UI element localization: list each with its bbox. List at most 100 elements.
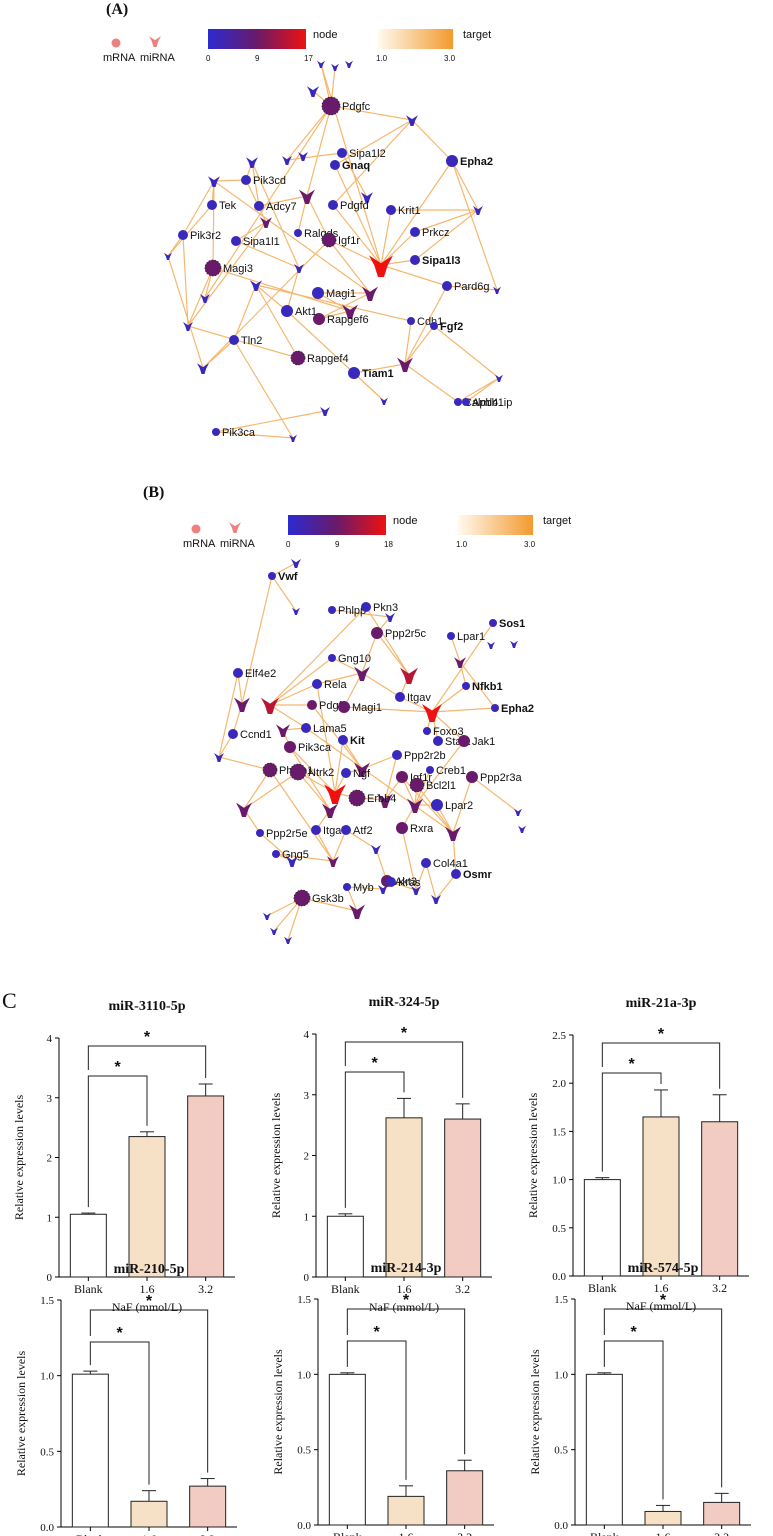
target-scale-tick: 1.0 xyxy=(376,54,388,63)
mrna-node xyxy=(294,229,302,237)
mirna-node xyxy=(369,255,393,277)
network-edge xyxy=(431,707,496,713)
bar xyxy=(189,1485,227,1528)
significance-star: * xyxy=(403,1292,410,1309)
mirna-node xyxy=(263,912,271,920)
mrna-node xyxy=(262,762,278,778)
gene-label: Pik3cd xyxy=(253,175,286,187)
mrna-node xyxy=(341,768,351,778)
network-edge xyxy=(334,164,382,266)
gene-label: Gng5 xyxy=(282,849,309,861)
network-edge xyxy=(328,239,371,294)
x-tick-label: 3.2 xyxy=(712,1281,727,1295)
mirna-node xyxy=(354,666,370,681)
network-edge xyxy=(286,267,300,312)
network-edge xyxy=(251,161,260,207)
significance-star: * xyxy=(144,1029,151,1046)
network-edge xyxy=(450,635,461,663)
y-axis-label: Relative expression levels xyxy=(14,1351,28,1477)
network-edge xyxy=(243,771,299,810)
mrna-node xyxy=(229,335,239,345)
bar xyxy=(326,1215,364,1278)
network-edge xyxy=(212,180,215,269)
significance-star: * xyxy=(660,1292,667,1309)
gene-label: Myb xyxy=(353,882,374,894)
mrna-node xyxy=(423,727,431,735)
gene-label: Lpar1 xyxy=(457,631,485,643)
gene-label: Elf4e2 xyxy=(245,668,276,680)
mirna-node xyxy=(493,286,501,294)
y-axis-label: Relative expression levels xyxy=(271,1349,285,1475)
mirna-node xyxy=(327,856,339,867)
network-edge xyxy=(431,711,465,742)
mirna-legend-label: miRNA xyxy=(140,52,175,64)
mirna-node xyxy=(362,286,378,301)
bar xyxy=(71,1373,109,1528)
panel-label: (A) xyxy=(106,1,128,18)
y-axis-label: Relative expression levels xyxy=(269,1093,283,1219)
network-edge xyxy=(235,240,300,269)
mrna-node xyxy=(454,398,462,406)
network-edge xyxy=(306,195,330,241)
mrna-node xyxy=(241,175,251,185)
gene-label: Pik3ca xyxy=(298,742,332,754)
mirna-node xyxy=(400,667,418,684)
y-tick-label: 1 xyxy=(47,1212,53,1224)
network-edge xyxy=(446,285,498,291)
bar xyxy=(187,1095,225,1278)
y-tick-label: 1.5 xyxy=(297,1294,311,1306)
network-edge xyxy=(218,672,239,758)
gene-label: Ntrk2 xyxy=(308,767,334,779)
y-axis-label: Relative expression levels xyxy=(526,1093,540,1219)
mrna-node xyxy=(451,869,461,879)
mrna-legend-label: mRNA xyxy=(103,52,136,64)
gene-label: Epha2 xyxy=(501,703,534,715)
bar xyxy=(642,1116,680,1277)
mirna-node xyxy=(324,784,346,804)
mirna-node xyxy=(361,192,373,203)
network-edge xyxy=(305,727,454,834)
network-edge xyxy=(414,740,465,806)
y-tick-label: 2.5 xyxy=(552,1030,566,1042)
mrna-node xyxy=(338,735,348,745)
mirna-node xyxy=(183,322,193,331)
mrna-node xyxy=(392,750,402,760)
mirna-node xyxy=(236,802,252,817)
mrna-node xyxy=(489,619,497,627)
mrna-node xyxy=(328,654,336,662)
node-scale-tick: 18 xyxy=(384,540,393,549)
x-tick-label: 1.6 xyxy=(399,1530,414,1536)
mirna-legend-icon xyxy=(229,522,241,533)
y-tick-label: 2.0 xyxy=(552,1078,566,1090)
gene-label: Gnaq xyxy=(342,160,370,172)
network-edge xyxy=(316,672,363,685)
network-edge xyxy=(457,377,500,403)
significance-bracket xyxy=(603,1308,723,1488)
mirna-node xyxy=(378,885,388,894)
gene-label: Gsk3b xyxy=(312,893,344,905)
mrna-node xyxy=(311,825,321,835)
gene-label: Rapgef4 xyxy=(307,353,349,365)
network-edge xyxy=(251,161,300,269)
mrna-node xyxy=(268,572,276,580)
mirna-node xyxy=(431,895,441,904)
x-tick-label: 1.6 xyxy=(654,1281,669,1295)
network-edge xyxy=(361,672,401,698)
mirna-node xyxy=(276,724,290,737)
mrna-legend-dot xyxy=(191,524,201,534)
gene-label: Kras xyxy=(398,877,421,889)
mrna-node xyxy=(178,230,188,240)
gene-label: Sos1 xyxy=(499,618,525,630)
network-edge xyxy=(334,739,344,794)
mrna-node xyxy=(410,227,420,237)
y-tick-label: 0.5 xyxy=(554,1445,568,1457)
node-scale-tick: 9 xyxy=(255,54,260,63)
edge-layer xyxy=(218,562,519,941)
chart-title: miR-3110-5p xyxy=(109,999,186,1014)
network-edge xyxy=(286,105,332,161)
network-edge xyxy=(213,179,247,182)
mrna-node xyxy=(330,160,340,170)
network-edge xyxy=(271,562,297,577)
bar xyxy=(385,1117,423,1278)
